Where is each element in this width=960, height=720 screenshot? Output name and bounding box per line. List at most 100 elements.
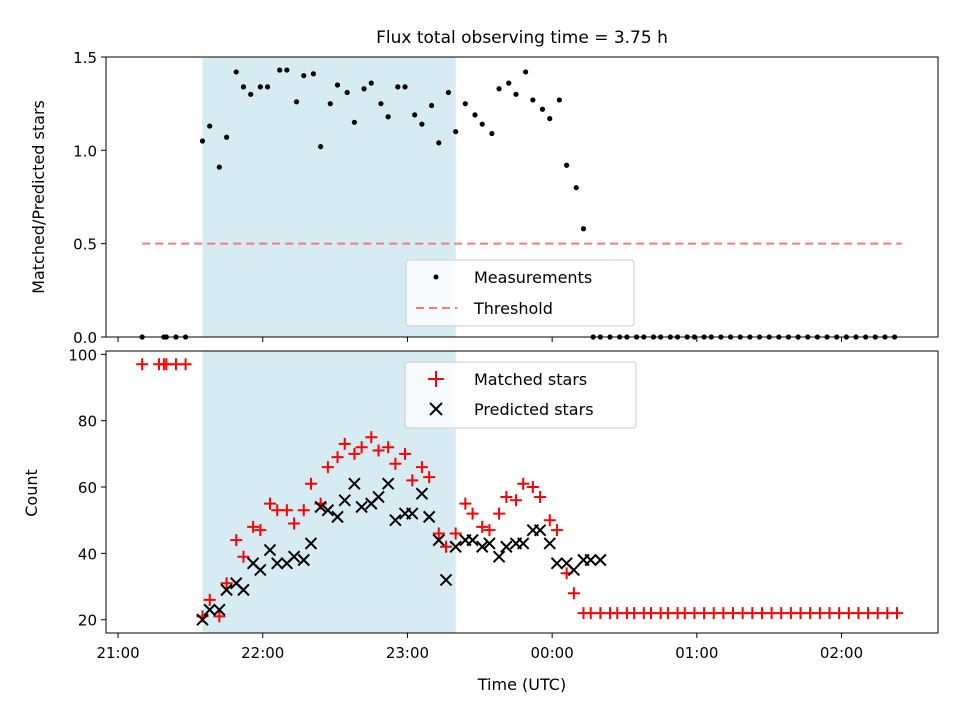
matched-star-point — [449, 527, 462, 540]
measurement-point — [573, 185, 579, 191]
top-legend-box — [405, 259, 635, 327]
measurement-point — [506, 80, 512, 86]
bottom-y-axis-label: Count — [22, 469, 41, 517]
bottom-x-tick-label: 02:00 — [820, 644, 863, 662]
predicted-star-point — [543, 537, 556, 550]
legend-matched-label: Matched stars — [474, 370, 587, 389]
measurement-point — [257, 84, 263, 90]
matched-star-point — [203, 593, 216, 606]
predicted-star-point — [381, 477, 395, 490]
measurement-point — [310, 71, 316, 77]
predicted-star-point — [213, 603, 226, 616]
bottom-x-axis-ticks: 21:00 22:00 23:00 00:00 01:00 02:00 — [96, 633, 863, 662]
predicted-star-point — [321, 504, 335, 517]
measurement-point — [327, 101, 333, 107]
matched-star-point — [389, 457, 402, 470]
bottom-y-tick-label: 100 — [68, 346, 97, 364]
predicted-star-point — [422, 510, 436, 524]
matched-star-point — [338, 437, 351, 450]
legend-matched-marker — [428, 371, 444, 387]
measurement-point — [351, 119, 357, 125]
bottom-axes-frame — [105, 350, 939, 634]
predicted-star-point — [338, 494, 351, 507]
measurement-point — [462, 101, 468, 107]
matched-star-point — [415, 461, 428, 474]
matched-star-point — [399, 447, 412, 460]
matched-star-point — [526, 481, 539, 494]
matched-star-point — [355, 441, 368, 454]
predicted-star-point — [483, 537, 496, 550]
matched-star-point — [321, 461, 334, 474]
matched-star-point — [567, 587, 580, 600]
matched-star-point — [440, 540, 453, 553]
predicted-star-point — [533, 523, 547, 537]
top-x-axis-ticks — [117, 337, 843, 342]
matched-star-point — [483, 524, 496, 537]
matched-star-point — [179, 358, 192, 371]
predicted-star-point — [271, 557, 284, 570]
predicted-star-point — [220, 583, 233, 597]
predicted-star-point — [304, 537, 318, 550]
matched-star-point — [220, 577, 233, 590]
measurement-point — [378, 101, 384, 107]
measurement-point — [419, 121, 425, 127]
matched-star-point — [372, 444, 385, 457]
measurement-point — [445, 89, 452, 96]
measurement-point — [395, 84, 401, 90]
bottom-y-tick-label: 40 — [78, 545, 97, 563]
legend-measurements-label: Measurements — [474, 268, 592, 287]
matched-star-point — [500, 490, 513, 503]
bottom-x-axis-label: Time (UTC) — [477, 675, 566, 694]
measurement-point — [344, 89, 350, 96]
measurement-point — [240, 84, 247, 90]
measurement-point — [277, 67, 283, 73]
measurement-point — [489, 130, 495, 137]
measurement-point — [361, 86, 367, 92]
matched-star-point — [348, 447, 361, 460]
matched-star-point — [237, 550, 250, 563]
measurement-point — [479, 121, 485, 127]
matched-star-point — [247, 520, 260, 533]
top-y-tick-label: 0.0 — [73, 329, 97, 347]
matched-star-point — [509, 494, 522, 507]
measurement-point — [530, 97, 536, 103]
predicted-star-point — [476, 540, 489, 553]
measurement-point — [547, 116, 553, 122]
predicted-star-point — [492, 550, 506, 563]
bottom-x-tick-label: 21:00 — [96, 644, 139, 662]
measurement-point — [496, 86, 502, 92]
predicted-star-point — [516, 537, 530, 550]
predicted-star-point — [196, 613, 209, 626]
measurement-point — [284, 67, 290, 73]
top-panel: 0.0 0.5 1.0 1.5 Matched/Predicted stars Mea… — [29, 49, 939, 347]
matched-star-point — [230, 534, 243, 547]
matched-star-point — [517, 477, 530, 490]
predicted-star-point — [500, 540, 513, 553]
measurement-point — [428, 102, 435, 109]
predicted-star-point — [415, 487, 429, 500]
measurement-point — [539, 106, 546, 112]
measurement-point — [368, 80, 374, 86]
predicted-star-point — [263, 543, 277, 557]
matched-star-point — [466, 507, 479, 520]
predicted-star-point — [406, 507, 419, 520]
measurement-point — [402, 84, 408, 90]
predicted-star-point — [466, 533, 479, 547]
bottom-y-axis-ticks: 20 40 60 80 100 — [68, 346, 106, 630]
predicted-star-point — [567, 563, 581, 577]
measurement-point — [199, 138, 206, 144]
predicted-star-point — [314, 500, 327, 514]
matched-star-point — [459, 497, 472, 510]
predicted-star-point — [594, 553, 607, 567]
matched-star-point — [543, 514, 556, 527]
measurement-point — [385, 114, 391, 120]
matched-star-point — [382, 441, 395, 454]
matched-star-point — [254, 524, 267, 537]
bottom-panel: 20 40 60 80 100 21:00 22:00 23:00 00:00 01:00 02:… — [22, 346, 939, 694]
top-y-tick-label: 0.5 — [73, 236, 97, 254]
measurement-point — [207, 123, 213, 129]
bottom-y-tick-label: 60 — [78, 479, 97, 497]
matched-star-point — [432, 527, 445, 540]
predicted-star-point — [348, 477, 361, 490]
